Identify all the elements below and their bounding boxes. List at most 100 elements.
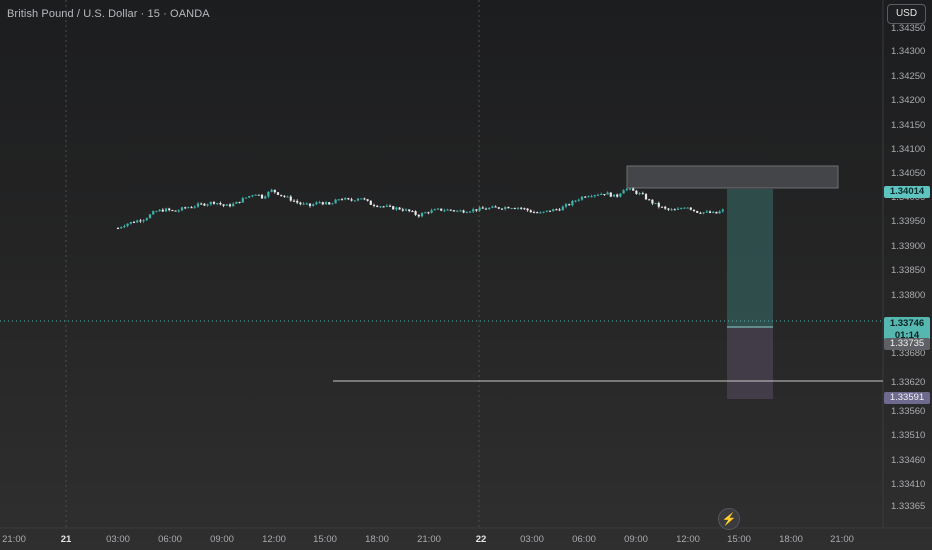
candle-body [475, 209, 478, 211]
candle-body [699, 212, 702, 214]
candle-body [235, 201, 238, 204]
price-tick-label: 1.34200 [891, 95, 926, 106]
candle-body [350, 199, 353, 201]
profit-zone [727, 189, 773, 327]
lightning-icon[interactable]: ⚡ [718, 508, 740, 530]
candle-body [420, 213, 424, 217]
candle-body [174, 210, 177, 212]
candle-body [523, 208, 526, 210]
candle-body [673, 209, 676, 211]
candle-body [468, 211, 472, 213]
price-tick-label: 1.33410 [891, 479, 926, 490]
candle-body [372, 204, 376, 206]
candle-body [424, 212, 427, 214]
take-profit-price-badge: 1.34014 [884, 186, 930, 198]
candle-body [286, 196, 289, 198]
candle-body [280, 194, 283, 196]
candle-body [443, 210, 446, 212]
time-axis[interactable]: 21:00 21 03:00 06:00 09:00 12:00 15:00 18:00 21:… [0, 528, 883, 550]
candle-body [539, 212, 542, 214]
candle-body [670, 209, 673, 211]
candle-body [568, 204, 571, 206]
candle-body [132, 221, 136, 223]
candle-body [408, 209, 411, 212]
candle-body [545, 210, 548, 212]
candle-body [590, 196, 593, 198]
candle-body [657, 202, 660, 207]
candle-body [302, 203, 305, 205]
candle-body [529, 210, 532, 213]
candle-body [203, 203, 206, 206]
candle-body [401, 209, 404, 211]
candle-body [667, 208, 670, 210]
last-price-value: 1.33746 [889, 318, 925, 329]
time-tick-label: 03:00 [520, 534, 544, 545]
candle-body [536, 212, 539, 214]
time-tick-label: 15:00 [727, 534, 751, 545]
candle-body [680, 208, 683, 210]
price-tick-label: 1.33510 [891, 430, 926, 441]
price-tick-label: 1.34300 [891, 46, 926, 57]
time-tick-label: 06:00 [158, 534, 182, 545]
candle-body [686, 207, 689, 209]
candle-body [267, 191, 270, 197]
candle-body [152, 211, 155, 215]
candle-body [251, 195, 254, 197]
candle-body [632, 188, 635, 191]
candle-body [491, 206, 494, 208]
candle-body [206, 204, 209, 206]
candle-body [430, 210, 433, 213]
price-tick-label: 1.33365 [891, 501, 926, 512]
candle-body [449, 209, 452, 211]
candle-body [136, 220, 139, 223]
candle-body [484, 208, 488, 210]
candle-body [603, 193, 606, 195]
candle-body [580, 196, 584, 200]
candle-body [648, 199, 651, 201]
candle-body [209, 201, 212, 205]
currency-button[interactable]: USD [887, 4, 926, 24]
bar-countdown: 01:14 [894, 330, 920, 341]
price-axis[interactable]: 1.34350 1.34300 1.34250 1.34200 1.34150 1.341… [883, 0, 932, 528]
candle-body [696, 210, 699, 213]
time-tick-label: 09:00 [210, 534, 234, 545]
candle-body [721, 209, 724, 212]
candle-body [708, 211, 712, 213]
candle-body [353, 200, 356, 202]
candle-body [328, 202, 331, 205]
candle-body [360, 198, 363, 200]
candle-body [465, 212, 468, 214]
candle-body [289, 196, 292, 201]
candle-body [321, 202, 324, 205]
candle-body [552, 209, 555, 212]
candle-body [276, 192, 280, 195]
candle-body [369, 200, 372, 205]
candle-body [148, 214, 152, 219]
candle-body [334, 199, 337, 204]
candle-body [417, 214, 420, 217]
candle-body [692, 209, 696, 211]
price-tick-label: 1.33460 [891, 455, 926, 466]
candle-body [385, 205, 388, 207]
candle-body [593, 195, 596, 197]
candle-body [446, 209, 449, 211]
candle-body [382, 206, 385, 208]
candle-body [161, 209, 164, 212]
candle-body [644, 194, 648, 200]
candle-body [212, 201, 216, 204]
candle-body [478, 207, 481, 211]
candle-body [254, 194, 257, 196]
candle-body [526, 208, 529, 211]
candle-body [532, 212, 536, 214]
candle-body [414, 211, 417, 215]
candle-body [180, 207, 184, 211]
candle-body [584, 196, 587, 198]
candle-body [510, 208, 513, 210]
candle-body [459, 210, 462, 212]
candle-body [689, 207, 692, 210]
candle-body [606, 192, 609, 195]
candle-body [123, 225, 126, 228]
candle-body [440, 208, 443, 211]
